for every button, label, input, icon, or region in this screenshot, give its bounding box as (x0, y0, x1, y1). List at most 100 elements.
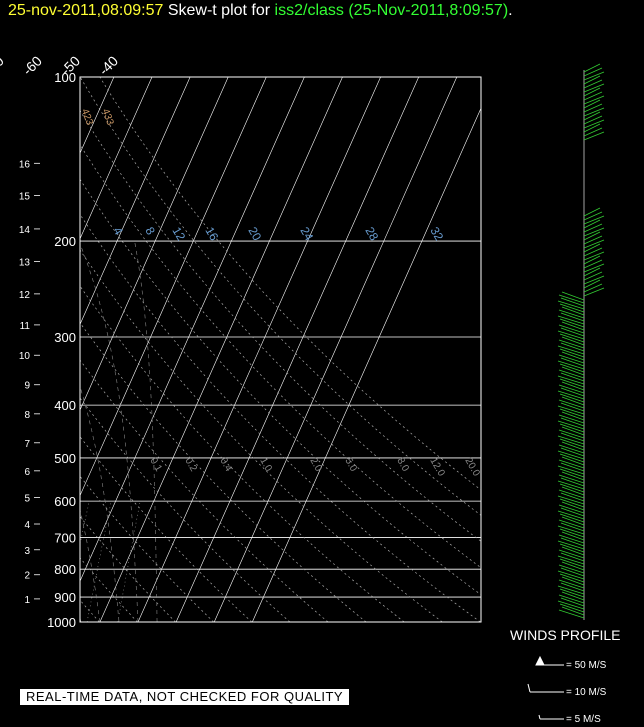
moist-adiabat-line (80, 242, 139, 622)
wind-barb (583, 251, 605, 261)
wind-legend-symbols (527, 655, 564, 720)
wind-barb (558, 324, 585, 334)
quality-banner: REAL-TIME DATA, NOT CHECKED FOR QUALITY (20, 689, 350, 705)
wind-barb (560, 417, 585, 427)
wind-barb (557, 390, 585, 400)
height-tick-label: 7 (24, 439, 30, 450)
height-tick-label: 5 (24, 494, 30, 505)
pressure-tick-label: 1000 (47, 615, 76, 630)
wind-barb (583, 79, 603, 89)
wind-barb (583, 103, 603, 113)
wind-barb (557, 495, 585, 505)
wind-barb (561, 381, 585, 391)
height-tick-label: 9 (24, 381, 30, 392)
wind-barb (583, 219, 601, 229)
wind-barb (559, 603, 585, 613)
mixing-ratio-label: 8 (142, 225, 158, 238)
wind-barb (557, 525, 585, 535)
wind-barb (561, 336, 585, 346)
wind-barb (561, 501, 585, 511)
wind-barb (561, 486, 585, 496)
dry-adiabat-label: 423 (79, 107, 95, 127)
dry-adiabat-line (80, 213, 481, 622)
wind-barb (558, 354, 585, 364)
wind-barb (559, 348, 585, 358)
wind-barb (583, 271, 603, 281)
wind-barb (561, 396, 585, 406)
wind-barb (557, 450, 585, 460)
dry-adiabat-line (0, 77, 61, 622)
wind-barb (560, 342, 585, 352)
wind-barb (583, 287, 605, 297)
wind-barb (583, 215, 605, 225)
mixing-ratio-label: 0.4 (217, 456, 234, 474)
wind-barb (558, 519, 585, 529)
isotherm-line (137, 77, 381, 622)
wind-barb (557, 375, 585, 385)
wind-barb (583, 259, 603, 269)
wind-barb (559, 588, 585, 598)
grid-layer (0, 77, 481, 622)
wind-barb (561, 561, 585, 571)
wind-barb (561, 531, 585, 541)
wind-barb (559, 333, 585, 343)
mixing-ratio-label: 0.2 (182, 456, 199, 474)
wind-barb (559, 363, 585, 373)
wind-barb (559, 483, 585, 493)
wind-barb (583, 239, 605, 249)
isotherm-line (80, 77, 191, 326)
pressure-tick-label: 300 (54, 330, 76, 345)
wind-barb (583, 275, 605, 285)
wind-barb (559, 438, 585, 448)
wind-barb (583, 99, 601, 109)
isotherm-line (80, 77, 229, 411)
wind-barb (560, 492, 585, 502)
dry-adiabat-line (80, 144, 481, 569)
dry-adiabat-line (99, 77, 481, 491)
wind-barb (583, 115, 603, 125)
pressure-tick-label: 100 (54, 70, 76, 85)
wind-legend-barb (527, 683, 531, 693)
wind-barb (557, 330, 585, 340)
mixing-ratio-label: 32 (427, 225, 446, 244)
mixing-ratio-label: 12 (169, 225, 188, 244)
mixing-ratio-label: 4 (110, 225, 126, 238)
wind-barb (558, 444, 585, 454)
wind-barb (583, 227, 605, 237)
height-tick-label: 3 (24, 546, 30, 557)
mixing-ratio-line (86, 501, 112, 622)
wind-legend-5: = 5 M/S (566, 714, 601, 725)
wind-barb (583, 83, 605, 93)
height-tick-label: 13 (19, 257, 31, 268)
wind-barb (561, 426, 585, 436)
mixing-ratio-label: 8.0 (394, 456, 411, 474)
wind-barb (583, 231, 601, 241)
wind-barb (558, 474, 585, 484)
wind-barb (557, 465, 585, 475)
wind-barb (557, 420, 585, 430)
wind-barb (583, 223, 603, 233)
height-tick-label: 8 (24, 410, 30, 421)
wind-barb (583, 263, 605, 273)
isotherm-line (99, 77, 343, 622)
wind-barb (583, 67, 603, 77)
wind-legend-barb (538, 714, 541, 720)
dry-adiabat-line (80, 599, 100, 622)
isotherm-top-label: -60 (19, 53, 45, 79)
chart-header: 25-nov-2011,08:09:57 Skew-t plot for iss… (8, 2, 513, 20)
wind-barb (560, 552, 585, 562)
dry-adiabat-line (80, 77, 481, 516)
isotherm-top-label: -40 (96, 53, 122, 79)
title-prefix: Skew-t plot for (163, 2, 275, 19)
pressure-tick-label: 600 (54, 494, 76, 509)
wind-barb (558, 609, 585, 619)
height-tick-label: 1 (24, 595, 30, 606)
pressure-tick-label: 700 (54, 531, 76, 546)
wind-barb (559, 528, 585, 538)
mixing-ratio-label: 24 (297, 225, 316, 244)
wind-barb (557, 300, 585, 310)
wind-barb (559, 513, 585, 523)
wind-barb (557, 315, 585, 325)
wind-barb (583, 75, 601, 85)
wind-barb (561, 351, 585, 361)
